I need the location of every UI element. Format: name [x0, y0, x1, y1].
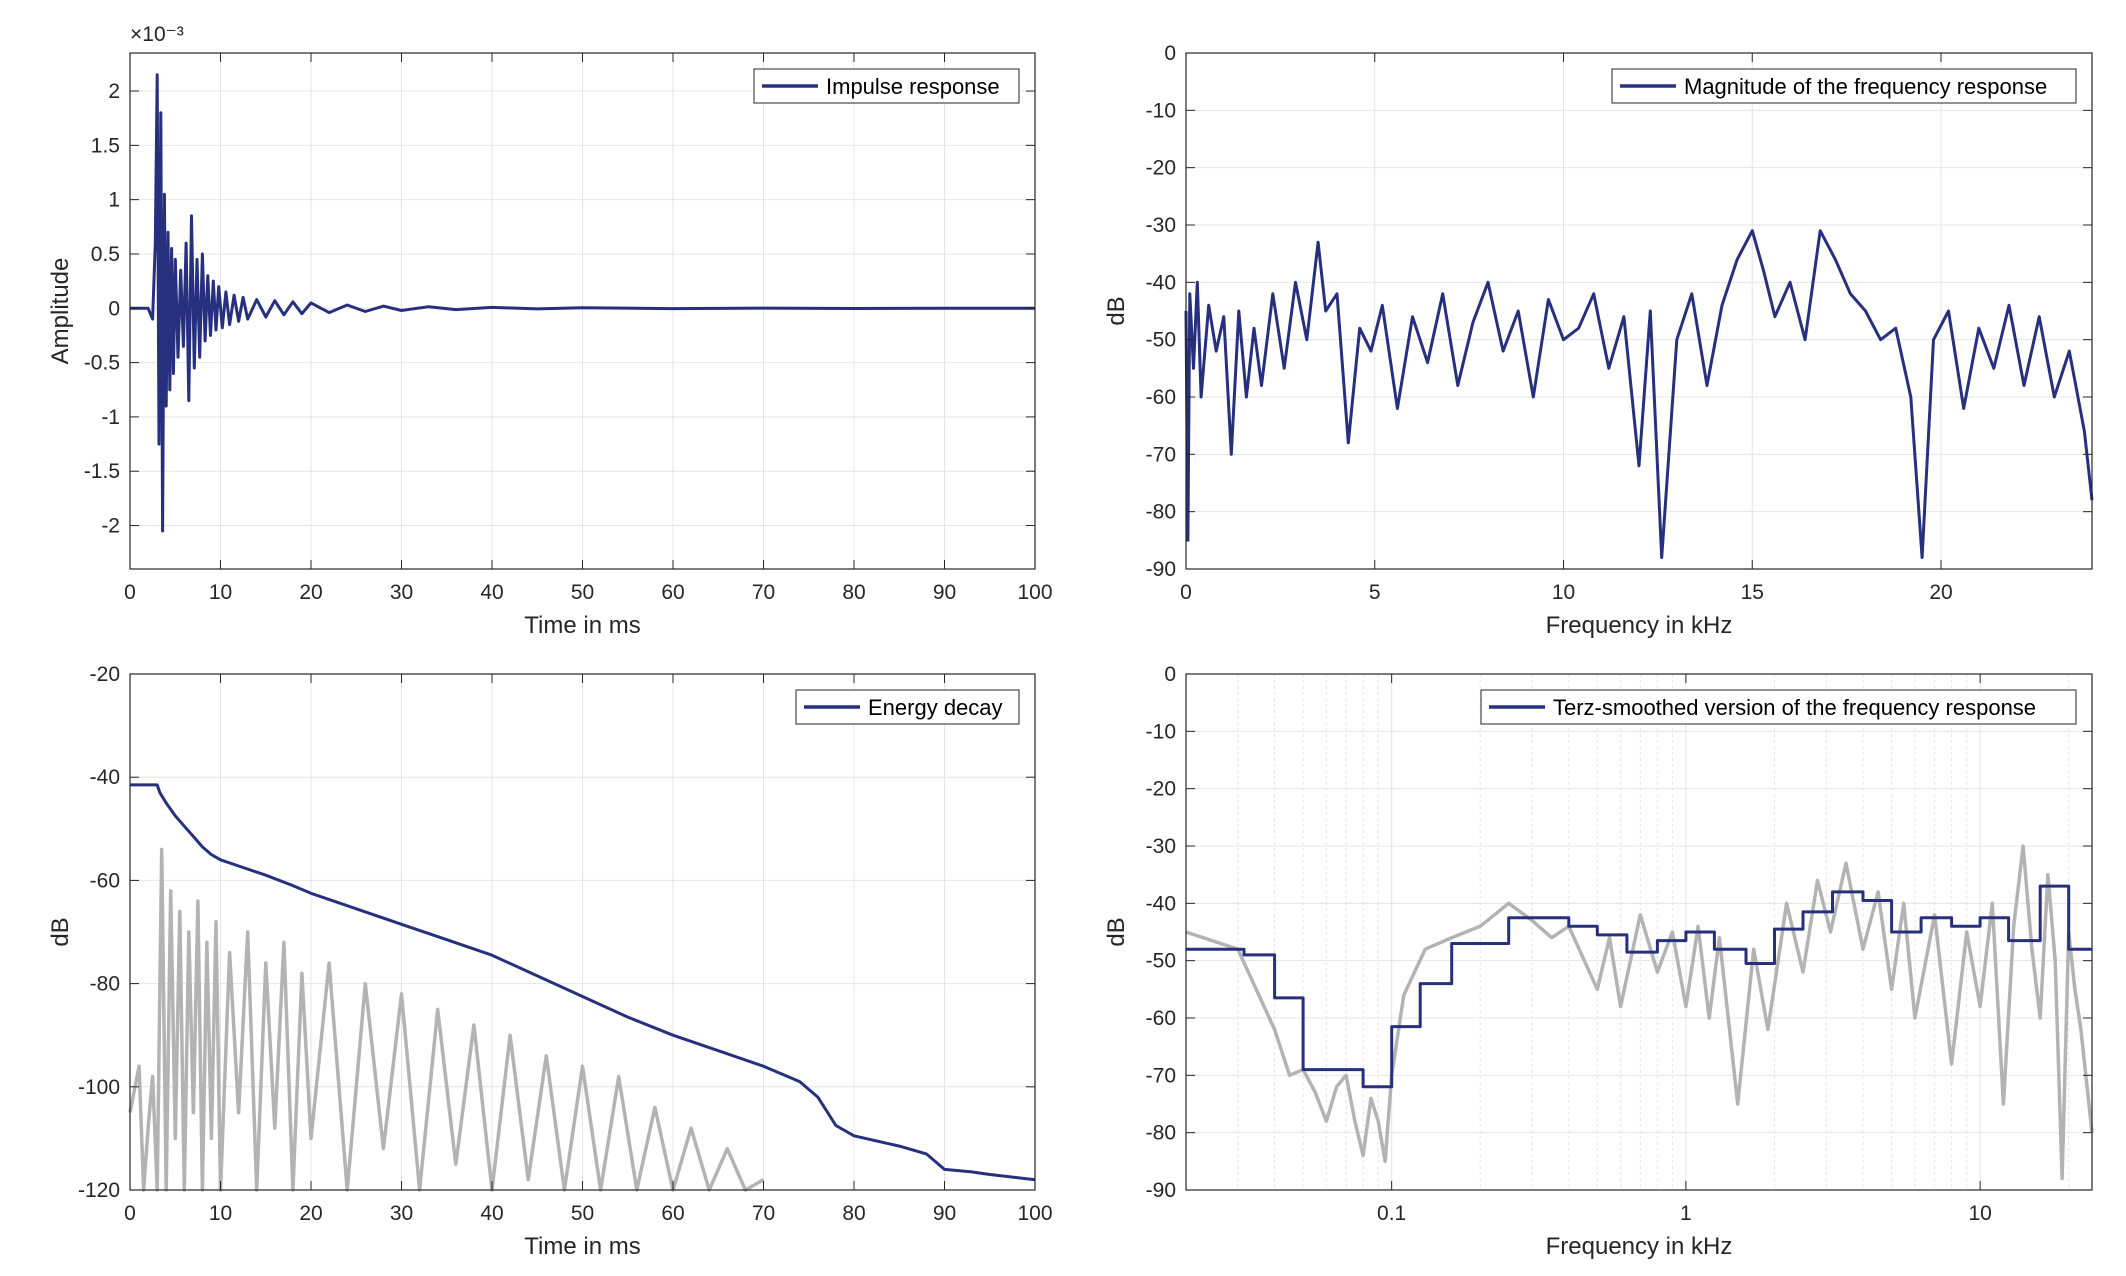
impulse-x-tick-label: 20 — [299, 581, 322, 604]
magnitude-x-tick-label: 20 — [1929, 581, 1952, 604]
impulse-series-line — [130, 73, 1036, 533]
magnitude-plot-area — [1186, 53, 2092, 569]
energy-legend: Energy decay — [795, 689, 1020, 725]
terz-y-tick-label: -70 — [1146, 1064, 1176, 1087]
impulse-legend: Impulse response — [753, 68, 1020, 104]
impulse-x-tick-label: 0 — [124, 581, 136, 604]
magnitude-y-tick-label: -40 — [1146, 271, 1176, 294]
impulse-x-tick-label: 80 — [842, 581, 865, 604]
magnitude-y-tick-label: -10 — [1146, 99, 1176, 122]
terz-x-tick-label: 10 — [1968, 1202, 1991, 1225]
magnitude-x-tick-label: 5 — [1369, 581, 1381, 604]
energy-x-tick-label: 90 — [933, 1202, 956, 1225]
magnitude-y-tick-label: 0 — [1164, 42, 1176, 65]
terz-plot-area — [1186, 674, 2092, 1190]
impulse-y-axis-label: Amplitude — [47, 258, 74, 365]
terz-legend: Terz-smoothed version of the frequency r… — [1480, 689, 2077, 725]
terz-y-tick-label: 0 — [1164, 663, 1176, 686]
magnitude-axes-box — [1185, 52, 2093, 570]
magnitude-series-line — [1184, 229, 2094, 559]
impulse-y-tick-label: 1.5 — [91, 134, 120, 157]
magnitude-y-tick-label: -80 — [1146, 501, 1176, 524]
impulse-y-tick-label: 1 — [108, 189, 120, 212]
energy-y-tick-label: -120 — [78, 1179, 120, 1202]
impulse-y-tick-label: -1 — [101, 406, 120, 429]
terz-x-tick-label: 0.1 — [1377, 1202, 1406, 1225]
magnitude-y-tick-label: -20 — [1146, 157, 1176, 180]
magnitude-x-axis-label: Frequency in kHz — [1546, 612, 1733, 639]
impulse-y-tick-label: 2 — [108, 80, 120, 103]
impulse-x-axis-label: Time in ms — [524, 612, 640, 639]
impulse-x-tick-label: 30 — [390, 581, 413, 604]
energy-y-tick-label: -80 — [90, 973, 120, 996]
magnitude-legend-box — [1611, 68, 2077, 104]
impulse-y-tick-label: 0.5 — [91, 243, 120, 266]
energy-y-tick-label: -40 — [90, 766, 120, 789]
impulse-x-tick-label: 40 — [480, 581, 503, 604]
magnitude-x-tick-label: 15 — [1741, 581, 1764, 604]
terz-panel: 0.1 1 10 0 -10 -20 -30 -40 -50 -60 -70 -80 -90 Freque… — [1103, 663, 2094, 1260]
impulse-y-tick-label: -0.5 — [84, 352, 120, 375]
energy-y-tick-label: -20 — [90, 663, 120, 686]
energy-x-tick-label: 50 — [571, 1202, 594, 1225]
energy-x-tick-label: 60 — [661, 1202, 684, 1225]
energy-x-tick-label: 80 — [842, 1202, 865, 1225]
energy-panel: 0 10 20 30 40 50 60 70 80 90 100 -20 -40 -60 -80 -100 -1… — [47, 663, 1053, 1260]
magnitude-legend-label: Magnitude of the frequency response — [1684, 74, 2047, 99]
energy-x-tick-label: 30 — [390, 1202, 413, 1225]
terz-y-tick-label: -90 — [1146, 1179, 1176, 1202]
terz-y-tick-label: -20 — [1146, 778, 1176, 801]
impulse-y-tick-label: 0 — [108, 297, 120, 320]
magnitude-y-tick-label: -60 — [1146, 386, 1176, 409]
impulse-y-tick-label: -1.5 — [84, 460, 120, 483]
energy-x-axis-label: Time in ms — [524, 1233, 640, 1260]
terz-y-tick-label: -80 — [1146, 1122, 1176, 1145]
magnitude-x-tick-label: 0 — [1180, 581, 1192, 604]
magnitude-legend: Magnitude of the frequency response — [1611, 68, 2077, 104]
terz-y-tick-label: -50 — [1146, 950, 1176, 973]
energy-legend-label: Energy decay — [868, 695, 1003, 720]
magnitude-x-tick-label: 10 — [1552, 581, 1575, 604]
magnitude-y-tick-label: -90 — [1146, 558, 1176, 581]
energy-x-tick-label: 20 — [299, 1202, 322, 1225]
terz-y-tick-label: -30 — [1146, 835, 1176, 858]
energy-x-tick-label: 10 — [209, 1202, 232, 1225]
energy-series-line — [130, 783, 1036, 1182]
terz-y-axis-label: dB — [1103, 917, 1130, 946]
terz-series-line — [1186, 884, 2092, 1089]
terz-axes-box — [1185, 673, 2093, 1191]
magnitude-y-tick-label: -30 — [1146, 214, 1176, 237]
energy-y-tick-label: -60 — [90, 869, 120, 892]
terz-legend-label: Terz-smoothed version of the frequency r… — [1553, 695, 2036, 720]
magnitude-y-tick-label: -70 — [1146, 443, 1176, 466]
impulse-x-tick-label: 50 — [571, 581, 594, 604]
energy-x-tick-label: 100 — [1017, 1202, 1052, 1225]
terz-y-tick-label: -60 — [1146, 1007, 1176, 1030]
terz-x-axis-label: Frequency in kHz — [1546, 1233, 1733, 1260]
impulse-panel: 0 10 20 30 40 50 60 70 80 90 100 -2 -1.5 -1 -0.5 0 0.5 1 1… — [47, 23, 1053, 639]
terz-x-tick-label: 1 — [1680, 1202, 1692, 1225]
terz-y-tick-label: -40 — [1146, 892, 1176, 915]
impulse-y-tick-label: -2 — [101, 515, 120, 538]
magnitude-panel: 0 5 10 15 20 0 -10 -20 -30 -40 -50 -60 -70 -80 -90 Freq… — [1103, 42, 2094, 639]
terz-y-tick-label: -10 — [1146, 720, 1176, 743]
energy-x-tick-label: 40 — [480, 1202, 503, 1225]
terz-series-line-gray — [1185, 844, 2094, 1181]
impulse-y-exponent-label: ×10⁻³ — [130, 23, 184, 46]
impulse-x-tick-label: 60 — [661, 581, 684, 604]
energy-x-tick-label: 0 — [124, 1202, 136, 1225]
energy-y-axis-label: dB — [47, 917, 74, 946]
impulse-x-tick-label: 10 — [209, 581, 232, 604]
impulse-legend-label: Impulse response — [826, 74, 1000, 99]
magnitude-y-tick-label: -50 — [1146, 329, 1176, 352]
impulse-x-tick-label: 90 — [933, 581, 956, 604]
magnitude-y-axis-label: dB — [1103, 296, 1130, 325]
energy-x-tick-label: 70 — [752, 1202, 775, 1225]
terz-legend-box — [1480, 689, 2077, 725]
energy-y-tick-label: -100 — [78, 1076, 120, 1099]
impulse-x-tick-label: 70 — [752, 581, 775, 604]
impulse-x-tick-label: 100 — [1017, 581, 1052, 604]
